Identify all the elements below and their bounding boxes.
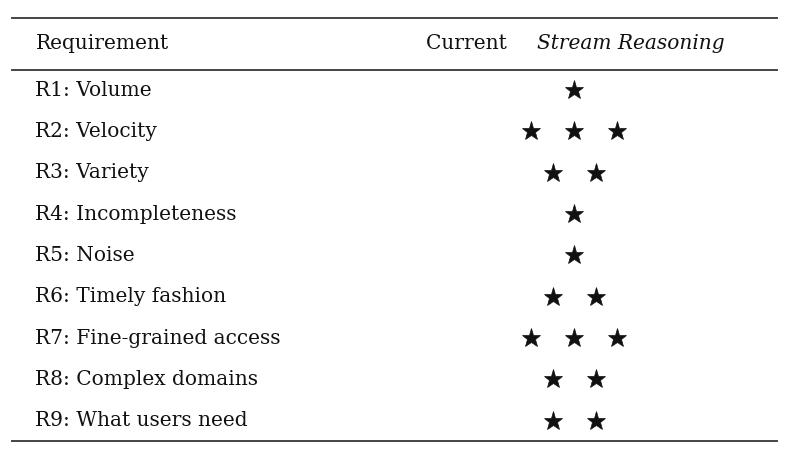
Text: R4: Incompleteness: R4: Incompleteness bbox=[36, 205, 237, 224]
Text: R2: Velocity: R2: Velocity bbox=[36, 122, 157, 141]
Text: R8: Complex domains: R8: Complex domains bbox=[36, 370, 258, 389]
Text: R9: What users need: R9: What users need bbox=[36, 411, 248, 430]
Text: R5: Noise: R5: Noise bbox=[36, 246, 135, 265]
Text: R7: Fine-grained access: R7: Fine-grained access bbox=[36, 329, 281, 347]
Text: R3: Variety: R3: Variety bbox=[36, 163, 149, 182]
Text: Stream Reasoning: Stream Reasoning bbox=[537, 34, 725, 53]
Text: R6: Timely fashion: R6: Timely fashion bbox=[36, 287, 226, 306]
Text: Current: Current bbox=[426, 34, 513, 53]
Text: R1: Volume: R1: Volume bbox=[36, 81, 152, 100]
Text: Requirement: Requirement bbox=[36, 34, 169, 53]
